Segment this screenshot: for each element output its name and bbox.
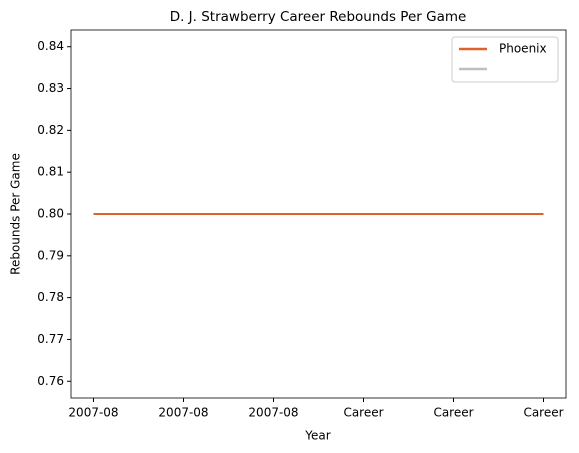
y-tick-label: 0.79: [37, 248, 64, 262]
y-tick-label: 0.83: [37, 81, 64, 95]
x-tick-label: 2007-08: [158, 406, 208, 420]
x-tick-label: Career: [523, 406, 563, 420]
x-tick-label: Career: [343, 406, 383, 420]
y-tick-label: 0.81: [37, 165, 64, 179]
y-axis-label: Rebounds Per Game: [9, 153, 23, 275]
x-axis-label: Year: [304, 429, 330, 443]
y-tick-label: 0.78: [37, 290, 64, 304]
chart-title: D. J. Strawberry Career Rebounds Per Gam…: [170, 9, 467, 25]
y-tick-label: 0.76: [37, 374, 64, 388]
y-tick-label: 0.82: [37, 123, 64, 137]
x-tick-label: 2007-08: [248, 406, 298, 420]
y-tick-label: 0.77: [37, 332, 64, 346]
x-tick-label: Career: [433, 406, 473, 420]
plot-frame: [70, 29, 567, 399]
y-tick-label: 0.80: [37, 207, 64, 221]
y-tick-label: 0.84: [37, 39, 64, 53]
legend-label: Phoenix: [499, 42, 547, 56]
x-tick-label: 2007-08: [68, 406, 118, 420]
